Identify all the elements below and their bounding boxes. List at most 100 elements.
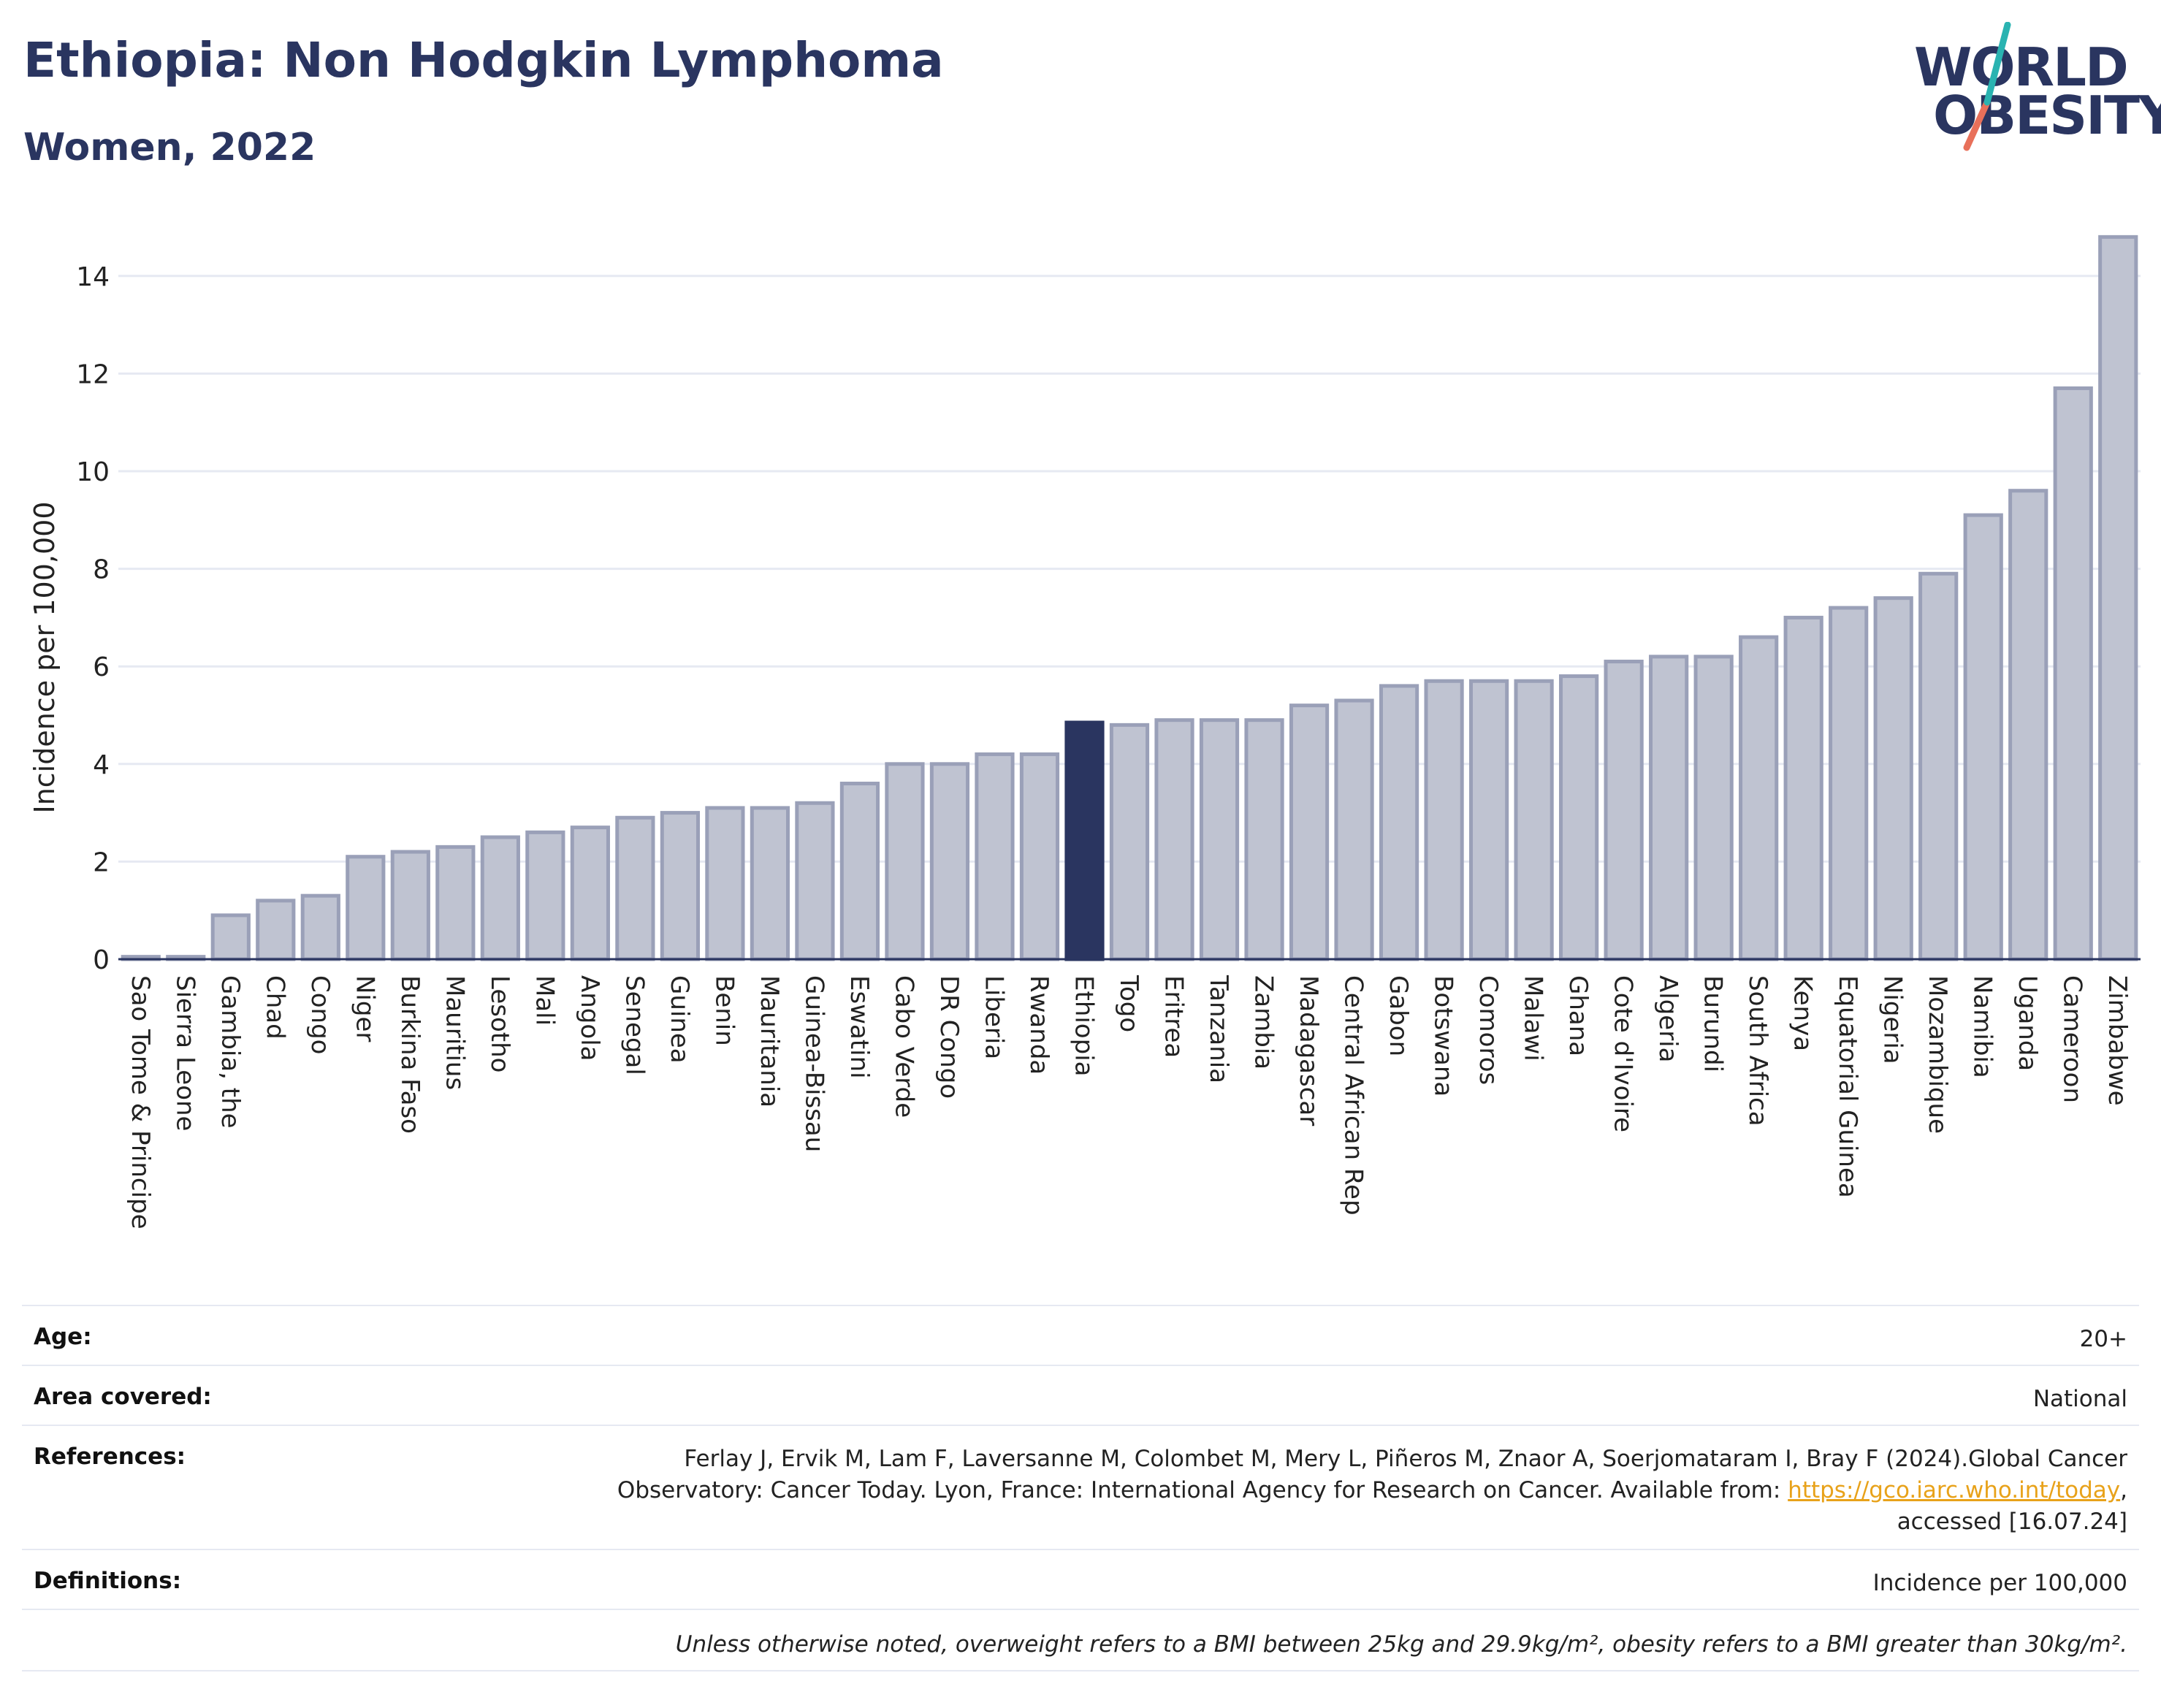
x-tick-label: Angola: [575, 975, 604, 1061]
bar-algeria: [1649, 655, 1689, 961]
x-tick-label: Rwanda: [1024, 975, 1053, 1075]
area-label: Area covered:: [34, 1384, 212, 1410]
x-tick-label: Zambia: [1249, 975, 1278, 1070]
bar-lesotho: [480, 835, 520, 961]
references-line-1: Ferlay J, Ervik M, Lam F, Laversanne M, …: [684, 1446, 2127, 1472]
x-axis-ticks: Sao Tome & Principe Sierra Leone Gambia, t…: [126, 975, 2132, 1229]
y-tick-label: 14: [76, 262, 110, 292]
area-value: National: [2032, 1386, 2127, 1412]
bar-madagascar: [1289, 704, 1330, 961]
y-tick-label: 0: [93, 945, 110, 975]
bar-liberia: [975, 752, 1015, 961]
bar-uganda: [2008, 489, 2048, 961]
world-obesity-logo: WORLD OBESITY: [1899, 22, 2161, 161]
y-tick-label: 4: [93, 750, 110, 780]
x-tick-label: Ethiopia: [1069, 975, 1098, 1076]
y-axis-ticks: 0 2 4 6 8 10 12 14: [76, 262, 110, 975]
y-tick-label: 8: [93, 555, 110, 585]
x-tick-label: Mauritius: [440, 975, 469, 1090]
bar-niger: [346, 855, 386, 961]
bar-burkina-faso: [390, 850, 430, 961]
x-tick-label: Central African Rep: [1339, 975, 1368, 1216]
references-link[interactable]: https://gco.iarc.who.int/today: [1788, 1477, 2121, 1503]
bar-cote-d-ivoire: [1604, 660, 1644, 961]
x-tick-label: DR Congo: [934, 975, 964, 1099]
bar-dr-congo: [929, 762, 970, 961]
x-tick-label: Benin: [709, 975, 739, 1046]
references-line-2: Observatory: Cancer Today. Lyon, France:…: [617, 1475, 2127, 1506]
bar-mauritius: [435, 845, 476, 961]
x-tick-label: Malawi: [1519, 975, 1548, 1061]
bar-zimbabwe: [2098, 235, 2138, 961]
x-tick-label: Nigeria: [1878, 975, 1907, 1064]
x-tick-label: Guinea-Bissau: [799, 975, 828, 1152]
bar-guinea-bissau: [795, 801, 835, 961]
bar-south-africa: [1739, 635, 1779, 961]
x-tick-label: Gabon: [1384, 975, 1413, 1056]
x-tick-label: Senegal: [620, 975, 649, 1075]
bar-ethiopia: [1064, 720, 1105, 961]
x-tick-label: Sierra Leone: [170, 975, 199, 1131]
logo-slash-icon: [1963, 22, 2011, 151]
x-tick-label: Mali: [530, 975, 559, 1026]
page-subtitle: Women, 2022: [23, 126, 316, 169]
y-tick-label: 10: [76, 457, 110, 487]
y-tick-label: 12: [76, 359, 110, 389]
bar-botswana: [1424, 679, 1464, 961]
footnote: Unless otherwise noted, overweight refer…: [675, 1631, 2127, 1658]
references-line-2-text: Observatory: Cancer Today. Lyon, France:…: [617, 1477, 1788, 1503]
x-tick-label: Togo: [1114, 975, 1143, 1032]
x-tick-label: Gambia, the: [216, 975, 245, 1129]
x-tick-label: Liberia: [979, 975, 1008, 1059]
bar-gambia-the: [210, 913, 251, 961]
bar-senegal: [615, 815, 655, 961]
bar-cameroon: [2053, 386, 2093, 961]
table-divider: [22, 1305, 2139, 1306]
references-line-2-end: ,: [2120, 1477, 2127, 1503]
x-tick-label: Madagascar: [1294, 975, 1323, 1126]
x-tick-label: Burkina Faso: [395, 975, 424, 1134]
bar-tanzania: [1199, 718, 1240, 961]
bar-guinea: [660, 811, 700, 961]
bar-ghana: [1559, 674, 1599, 961]
x-tick-label: Chad: [260, 975, 289, 1040]
references-value: Ferlay J, Ervik M, Lam F, Laversanne M, …: [617, 1444, 2127, 1538]
bar-chart: 0 2 4 6 8 10 12 14 Sao Tome & Principe Sierra Le…: [28, 235, 2141, 1229]
x-tick-label: Burundi: [1699, 975, 1728, 1072]
x-tick-label: Uganda: [2013, 975, 2042, 1071]
references-line-3: accessed [16.07.24]: [1897, 1509, 2127, 1535]
x-tick-label: Botswana: [1429, 975, 1458, 1097]
x-tick-label: Algeria: [1653, 975, 1682, 1062]
x-tick-label: Congo: [305, 975, 335, 1054]
bar-mauritania: [750, 806, 790, 961]
bar-comoros: [1468, 679, 1509, 961]
bar-equatorial-guinea: [1829, 606, 1869, 961]
y-axis-label: Incidence per 100,000: [28, 501, 61, 813]
bar-chad: [256, 899, 296, 961]
bar-gabon: [1379, 684, 1419, 961]
x-tick-label: Tanzania: [1204, 975, 1233, 1083]
bar-benin: [705, 806, 745, 961]
bar-malawi: [1514, 679, 1554, 961]
bar-congo: [300, 893, 340, 961]
bar-mozambique: [1918, 571, 1959, 961]
bar-burundi: [1693, 655, 1734, 961]
x-tick-label: Kenya: [1788, 975, 1818, 1051]
bar-namibia: [1963, 513, 2003, 961]
bar-mali: [525, 830, 565, 961]
x-tick-label: Ghana: [1563, 975, 1593, 1056]
x-tick-label: Niger: [350, 975, 379, 1042]
x-tick-label: Guinea: [665, 975, 694, 1064]
definitions-value: Incidence per 100,000: [1872, 1570, 2127, 1596]
y-tick-label: 6: [93, 652, 110, 682]
x-tick-label: Cote d'Ivoire: [1609, 975, 1638, 1132]
bar-eswatini: [839, 782, 880, 961]
x-tick-label: Zimbabwe: [2103, 975, 2132, 1106]
age-value: 20+: [2079, 1326, 2127, 1352]
logo-word-world: WORLD: [1914, 37, 2129, 98]
x-tick-label: Equatorial Guinea: [1833, 975, 1862, 1198]
x-tick-label: Cameroon: [2058, 975, 2087, 1103]
bar-nigeria: [1873, 596, 1913, 961]
page-title: Ethiopia: Non Hodgkin Lymphoma: [23, 32, 944, 88]
bar-cabo-verde: [885, 762, 925, 961]
